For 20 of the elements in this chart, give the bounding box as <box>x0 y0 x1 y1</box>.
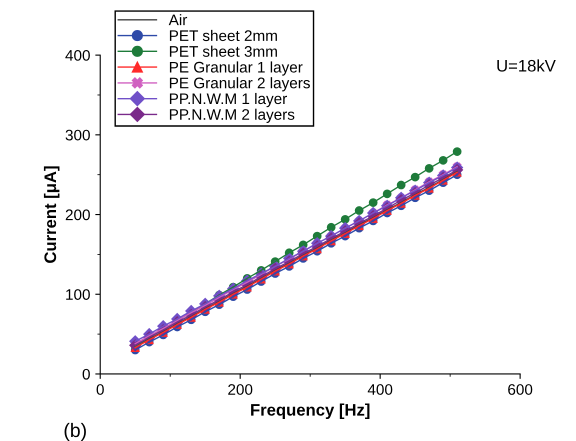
text: (b) <box>64 422 86 441</box>
legend-label: PE Granular 1 layer <box>170 61 303 76</box>
legend-label: PET sheet 3mm <box>170 46 277 57</box>
y-tick-label: 200 <box>66 209 90 220</box>
y-axis-title: Current [μA] <box>44 166 60 263</box>
legend-label: PE Granular 2 layers <box>170 77 310 92</box>
annotation: U=18kV <box>497 59 556 72</box>
y-tick-label: 300 <box>66 130 90 141</box>
y-tick-label: 0 <box>82 368 90 380</box>
x-axis-title: Frequency [Hz] <box>251 403 370 420</box>
x-tick-label: 0 <box>96 384 104 395</box>
legend-label: Air <box>168 14 188 26</box>
y-tick-label: 100 <box>66 289 90 300</box>
y-tick-label: 400 <box>65 50 90 61</box>
x-tick-label: 600 <box>508 384 532 395</box>
legend-label: PP.N.W.M 1 layer <box>170 92 288 108</box>
x-tick-label: 200 <box>228 384 252 395</box>
x-tick-label: 400 <box>368 384 392 395</box>
legend-label: PP.N.W.M 2 layers <box>170 108 294 123</box>
legend-label: PET sheet 2mm <box>170 30 277 42</box>
